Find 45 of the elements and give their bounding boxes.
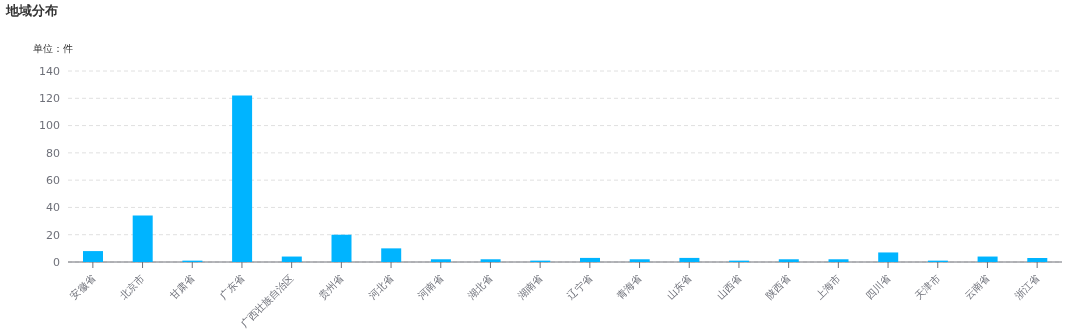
x-tick-label: 天津市 bbox=[913, 272, 942, 302]
x-tick-label: 山东省 bbox=[664, 272, 694, 302]
y-tick-label: 20 bbox=[46, 228, 60, 242]
bar bbox=[132, 215, 153, 262]
x-tick-label: 北京市 bbox=[117, 272, 147, 302]
y-axis-title: 单位：件 bbox=[33, 42, 73, 56]
y-tick-label: 60 bbox=[46, 174, 60, 188]
bar bbox=[331, 234, 352, 262]
bar bbox=[629, 259, 650, 262]
bar bbox=[430, 259, 451, 262]
x-tick-label: 安徽省 bbox=[68, 272, 98, 302]
bar bbox=[480, 259, 501, 262]
bar bbox=[977, 256, 998, 262]
x-tick-label: 湖北省 bbox=[465, 272, 495, 302]
y-tick-label: 40 bbox=[46, 201, 60, 215]
y-tick-label: 80 bbox=[46, 146, 60, 160]
x-tick-label: 上海市 bbox=[813, 272, 843, 302]
x-tick-label: 贵州省 bbox=[316, 272, 346, 302]
x-tick-label: 辽宁省 bbox=[565, 272, 595, 302]
chart-title: 地域分布 bbox=[6, 2, 58, 20]
x-tick-label: 广东省 bbox=[217, 272, 247, 302]
bar bbox=[232, 95, 253, 262]
x-tick-label: 浙江省 bbox=[1012, 272, 1042, 302]
bar bbox=[679, 257, 700, 262]
bar bbox=[778, 259, 799, 262]
bar bbox=[828, 259, 849, 262]
x-tick-label: 青海省 bbox=[614, 272, 644, 302]
x-tick-label: 河南省 bbox=[416, 272, 445, 302]
x-tick-label: 云南省 bbox=[962, 272, 992, 302]
x-tick-label: 四川省 bbox=[863, 272, 893, 302]
bar bbox=[381, 248, 402, 262]
x-tick-label: 湖南省 bbox=[515, 272, 545, 302]
x-tick-label: 山西省 bbox=[714, 272, 744, 302]
bar bbox=[878, 252, 899, 262]
y-tick-label: 100 bbox=[39, 119, 60, 133]
y-tick-label: 140 bbox=[39, 64, 60, 78]
x-tick-label: 甘肃省 bbox=[167, 272, 197, 302]
y-tick-label: 0 bbox=[53, 255, 60, 269]
x-tick-label: 陕西省 bbox=[763, 272, 793, 302]
bar bbox=[580, 257, 600, 262]
x-tick-label: 河北省 bbox=[366, 272, 396, 302]
bar bbox=[281, 256, 302, 262]
bar bbox=[83, 251, 103, 262]
bar bbox=[1027, 257, 1048, 262]
y-tick-label: 120 bbox=[39, 92, 60, 106]
